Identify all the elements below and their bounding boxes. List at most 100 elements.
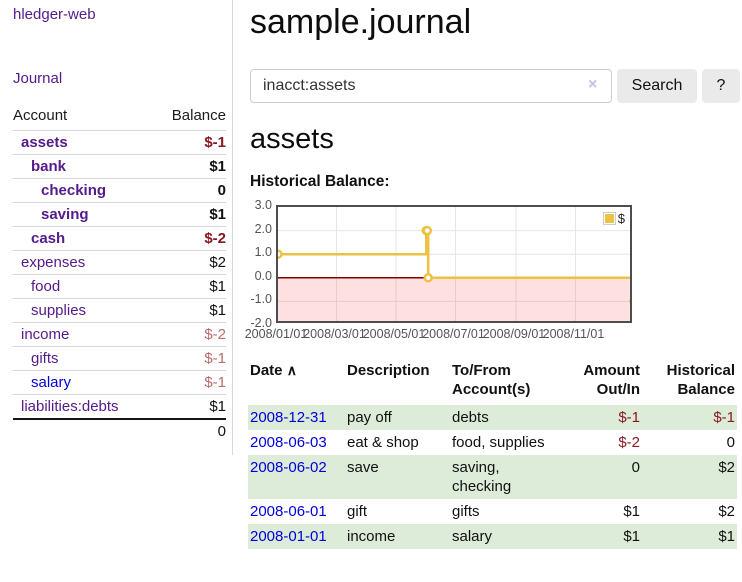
sidebar-account-link-checking[interactable]: checking [41, 182, 107, 199]
transaction-description: pay off [347, 409, 392, 426]
sidebar-account-balance: 0 [153, 178, 226, 203]
search-input[interactable] [250, 69, 612, 103]
search-form: × Search ? [250, 69, 742, 103]
register-row[interactable]: 2008-06-02 save saving, checking 0 $2 [248, 455, 737, 499]
balance-column-header-register: Historical Balance [666, 362, 735, 398]
sidebar-account-row: expenses $2 [13, 250, 226, 275]
sidebar-account-link-gifts[interactable]: gifts [31, 350, 59, 367]
search-button[interactable]: Search [617, 69, 697, 103]
chart-plot: $ [276, 205, 632, 323]
sidebar-account-link-saving[interactable]: saving [41, 206, 89, 223]
sidebar-account-row: gifts $-1 [13, 346, 226, 371]
sidebar-account-row: checking 0 [13, 178, 226, 203]
sidebar-account-row: saving $1 [13, 202, 226, 227]
x-axis-tick-label: 2008/11/01 [542, 327, 605, 341]
transaction-date-link[interactable]: 2008-12-31 [250, 409, 327, 426]
register-row[interactable]: 2008-06-01 gift gifts $1 $2 [248, 499, 737, 524]
sidebar-account-balance: $1 [153, 154, 226, 179]
transaction-description: save [347, 459, 379, 476]
historical-balance-chart: 3.0 2.0 1.0 0.0 -1.0 -2.0 $ 2008/01/01 2008/03… [244, 198, 664, 347]
sort-ascending-icon: ∧ [286, 362, 297, 378]
x-axis-tick-label: 2008/03/01 [303, 327, 366, 341]
y-axis-tick-label: -1.0 [250, 292, 272, 307]
transaction-balance: $2 [718, 503, 735, 520]
transaction-description: eat & shop [347, 434, 419, 451]
sidebar-account-balance: $-1 [153, 130, 226, 155]
transaction-accounts: saving, checking [452, 459, 512, 495]
chart-legend: $ [600, 210, 627, 227]
sidebar-account-balance: $-1 [153, 346, 226, 371]
sidebar-account-rows: assets $-1 bank $1 checking 0 saving $1 cash $-2 e… [13, 130, 226, 443]
sidebar-account-link-assets[interactable]: assets [21, 134, 68, 151]
transaction-accounts: gifts [452, 503, 480, 520]
register-rows: 2008-12-31 pay off debts $-1 $-1 2008-06-03 ea… [248, 405, 737, 549]
page-title: sample.journal [250, 3, 472, 41]
x-axis-tick-label: 2008/07/01 [422, 327, 485, 341]
sidebar-account-balance: $-1 [153, 370, 226, 395]
transaction-amount: $-1 [618, 409, 640, 426]
sidebar-account-balance: $-2 [153, 322, 226, 347]
help-button[interactable]: ? [702, 69, 740, 103]
sidebar-account-balance: $1 [153, 394, 226, 419]
transaction-accounts: salary [452, 528, 493, 545]
sidebar-total-balance: 0 [153, 418, 226, 443]
transaction-description: income [347, 528, 396, 545]
date-column-header[interactable]: Date ∧ [250, 362, 297, 379]
legend-label: $ [617, 211, 625, 226]
sidebar-account-link-bank[interactable]: bank [31, 158, 67, 175]
transaction-balance: $2 [718, 459, 735, 476]
sidebar-account-link-expenses[interactable]: expenses [21, 254, 86, 271]
sidebar-account-row: income $-2 [13, 322, 226, 347]
register-row[interactable]: 2008-12-31 pay off debts $-1 $-1 [248, 405, 737, 430]
legend-swatch-icon [602, 212, 616, 225]
transaction-balance: 0 [726, 434, 735, 451]
x-axis-tick-label: 2008/05/01 [362, 327, 426, 341]
x-axis-tick-label: 2008/09/01 [482, 327, 546, 341]
transaction-amount: $1 [623, 528, 640, 545]
transaction-date-link[interactable]: 2008-06-01 [250, 503, 327, 520]
clear-search-icon[interactable]: × [588, 76, 598, 93]
transaction-accounts: debts [452, 409, 489, 426]
register-table: Date ∧ Description To/From Account(s) Am… [248, 361, 737, 549]
sidebar-account-link-income[interactable]: income [21, 326, 70, 343]
account-column-header: Account [13, 107, 68, 124]
sidebar-item-journal[interactable]: Journal [13, 70, 63, 87]
sidebar-account-link-salary[interactable]: salary [31, 374, 72, 391]
transaction-amount: $-2 [618, 434, 640, 451]
transaction-amount: 0 [631, 459, 640, 476]
sidebar-account-link-cash[interactable]: cash [31, 230, 66, 247]
sidebar-account-link-liabilities-debts[interactable]: liabilities:debts [21, 398, 119, 415]
sidebar-account-balance: $1 [153, 298, 226, 323]
sidebar: hledger-web Journal Account Balance asse… [0, 0, 233, 455]
register-row[interactable]: 2008-01-01 income salary $1 $1 [248, 524, 737, 549]
transaction-description: gift [347, 503, 368, 520]
transaction-amount: $1 [623, 503, 640, 520]
sidebar-account-row: cash $-2 [13, 226, 226, 251]
x-axis-tick-label: 2008/01/01 [244, 327, 308, 341]
y-axis-tick-label: 0.0 [254, 268, 272, 283]
sidebar-account-balance: $1 [153, 274, 226, 299]
sidebar-account-balance: $-2 [153, 226, 226, 251]
brand-link[interactable]: hledger-web [13, 6, 96, 23]
y-axis-tick-label: -2.0 [250, 316, 272, 330]
y-axis-tick-label: 3.0 [254, 198, 272, 212]
sidebar-account-balance: $1 [153, 202, 226, 227]
transaction-balance: $1 [718, 528, 735, 545]
y-axis-tick-label: 2.0 [254, 221, 272, 236]
sidebar-account-row: food $1 [13, 274, 226, 299]
y-axis-tick-label: 1.0 [254, 245, 272, 260]
transaction-balance: $-1 [713, 409, 735, 426]
sidebar-account-row: assets $-1 [13, 130, 226, 155]
transaction-date-link[interactable]: 2008-01-01 [250, 528, 327, 545]
sidebar-account-row: bank $1 [13, 154, 226, 179]
transaction-date-link[interactable]: 2008-06-02 [250, 459, 327, 476]
sidebar-account-link-supplies[interactable]: supplies [31, 302, 87, 319]
balance-column-header: Balance [171, 107, 226, 124]
sidebar-account-row: salary $-1 [13, 370, 226, 395]
sidebar-account-row: supplies $1 [13, 298, 226, 323]
sidebar-account-link-food[interactable]: food [31, 278, 61, 295]
transaction-date-link[interactable]: 2008-06-03 [250, 434, 327, 451]
register-row[interactable]: 2008-06-03 eat & shop food, supplies $-2 0 [248, 430, 737, 455]
description-column-header: Description [347, 362, 430, 379]
transaction-accounts: food, supplies [452, 434, 545, 451]
